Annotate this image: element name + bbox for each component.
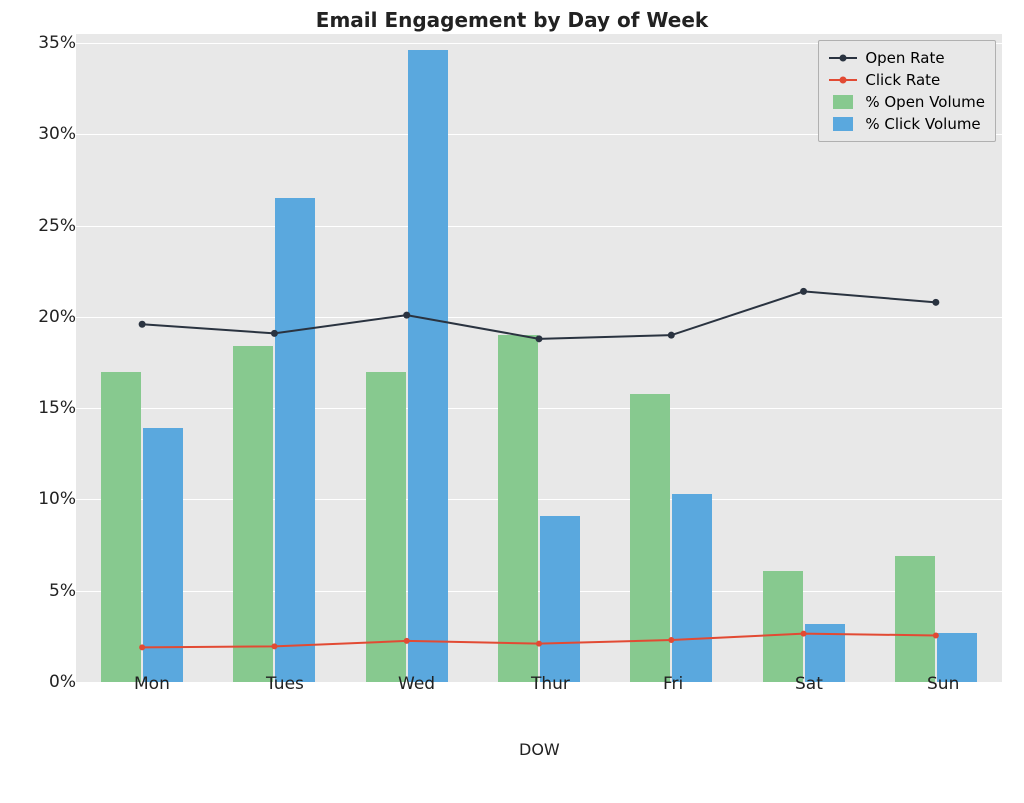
xtick-label: Sat xyxy=(795,674,823,694)
series-marker xyxy=(801,631,807,637)
chart-figure: Email Engagement by Day of Week 0% 5% 10% 1… xyxy=(0,0,1024,803)
legend-label: Click Rate xyxy=(865,71,940,89)
x-axis-label: DOW xyxy=(519,740,560,759)
legend-line-icon xyxy=(829,79,857,81)
ytick-label: 30% xyxy=(0,124,84,144)
xtick-label: Sun xyxy=(927,674,959,694)
legend-label: % Open Volume xyxy=(865,93,985,111)
legend-label: Open Rate xyxy=(865,49,944,67)
series-marker xyxy=(139,321,146,328)
ytick-label: 5% xyxy=(0,581,84,601)
xtick-label: Thur xyxy=(531,674,570,694)
ytick-label: 20% xyxy=(0,307,84,327)
series-marker xyxy=(668,637,674,643)
series-marker xyxy=(536,335,543,342)
legend-label: % Click Volume xyxy=(865,115,980,133)
series-marker xyxy=(536,641,542,647)
chart-title: Email Engagement by Day of Week xyxy=(0,8,1024,32)
series-line xyxy=(142,291,936,338)
series-marker xyxy=(271,643,277,649)
legend-box-icon xyxy=(833,117,853,131)
xtick-label: Fri xyxy=(663,674,683,694)
series-marker xyxy=(668,332,675,339)
legend-line-icon xyxy=(829,57,857,59)
legend-item: % Open Volume xyxy=(829,91,985,113)
xtick-label: Tues xyxy=(266,674,304,694)
ytick-label: 10% xyxy=(0,489,84,509)
series-marker xyxy=(932,299,939,306)
legend-item: Open Rate xyxy=(829,47,985,69)
series-marker xyxy=(139,644,145,650)
legend: Open Rate Click Rate % Open Volume % Click … xyxy=(818,40,996,142)
series-marker xyxy=(800,288,807,295)
xtick-label: Mon xyxy=(134,674,170,694)
ytick-label: 25% xyxy=(0,216,84,236)
legend-item: Click Rate xyxy=(829,69,985,91)
series-marker xyxy=(404,638,410,644)
series-marker xyxy=(933,632,939,638)
ytick-label: 0% xyxy=(0,672,84,692)
legend-box-icon xyxy=(833,95,853,109)
xtick-label: Wed xyxy=(398,674,435,694)
series-marker xyxy=(271,330,278,337)
series-marker xyxy=(403,312,410,319)
legend-item: % Click Volume xyxy=(829,113,985,135)
ytick-label: 35% xyxy=(0,33,84,53)
ytick-label: 15% xyxy=(0,398,84,418)
